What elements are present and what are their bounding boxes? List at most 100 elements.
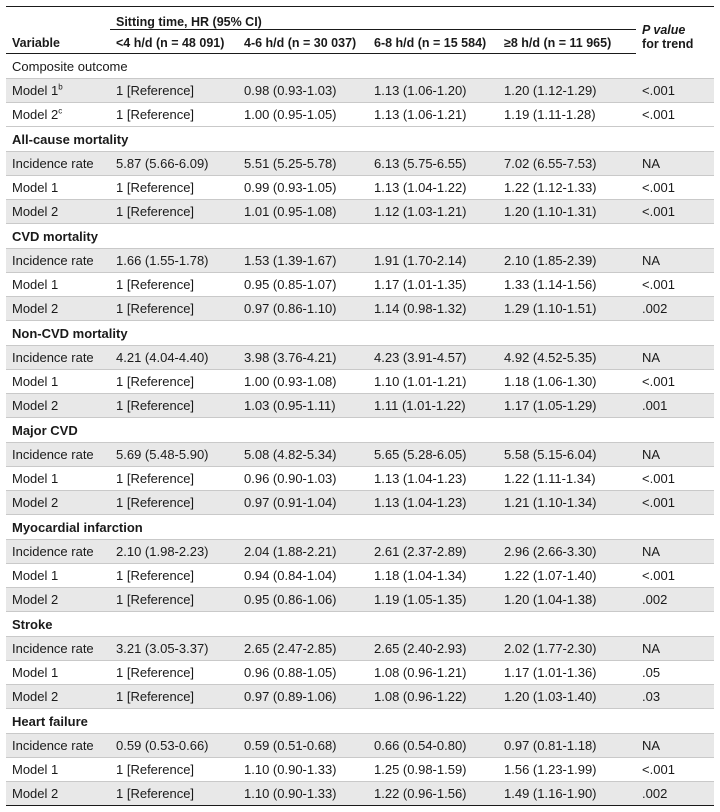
section-header: CVD mortality bbox=[6, 223, 715, 249]
table-row: Model 2 1 [Reference] 1.01 (0.95-1.08) 1.12… bbox=[6, 199, 715, 224]
hr-cell: 1 [Reference] bbox=[110, 684, 238, 709]
hr-cell: 0.99 (0.93-1.05) bbox=[238, 175, 368, 200]
row-label: Incidence rate bbox=[6, 733, 110, 758]
p-value-cell: .05 bbox=[636, 660, 715, 685]
row-label: Incidence rate bbox=[6, 442, 110, 467]
hr-cell: 1 [Reference] bbox=[110, 563, 238, 588]
header-spacer bbox=[6, 6, 110, 30]
row-label-text: Model 2 bbox=[12, 204, 59, 219]
row-label: Model 1 bbox=[6, 660, 110, 685]
hr-cell: 7.02 (6.55-7.53) bbox=[498, 151, 637, 176]
hr-cell: 0.66 (0.54-0.80) bbox=[368, 733, 498, 758]
hr-cell: 1 [Reference] bbox=[110, 102, 238, 127]
row-label: Incidence rate bbox=[6, 345, 110, 370]
p-value-cell: <.001 bbox=[636, 272, 715, 297]
hr-cell: 2.65 (2.47-2.85) bbox=[238, 636, 368, 661]
column-header: ≥8 h/d (n = 11 965) bbox=[498, 29, 637, 54]
hr-cell: 3.21 (3.05-3.37) bbox=[110, 636, 238, 661]
hr-cell: 4.21 (4.04-4.40) bbox=[110, 345, 238, 370]
footnote-marker: b bbox=[58, 82, 63, 92]
row-label: Model 1 bbox=[6, 757, 110, 782]
hr-cell: 1.17 (1.01-1.35) bbox=[368, 272, 498, 297]
row-label-text: Incidence rate bbox=[12, 447, 94, 462]
column-header: <4 h/d (n = 48 091) bbox=[110, 29, 238, 54]
row-label: Model 2 bbox=[6, 490, 110, 515]
row-label-text: Model 1 bbox=[12, 471, 59, 486]
column-group-header: Sitting time, HR (95% CI) bbox=[110, 6, 637, 30]
section-title: Composite outcome bbox=[6, 53, 715, 79]
row-label: Model 1 bbox=[6, 272, 110, 297]
hr-cell: 1.13 (1.04-1.23) bbox=[368, 490, 498, 515]
section-title: CVD mortality bbox=[6, 223, 715, 249]
row-label-text: Incidence rate bbox=[12, 253, 94, 268]
row-label: Model 2 bbox=[6, 684, 110, 709]
row-label-text: Model 2 bbox=[12, 592, 59, 607]
hr-cell: 2.04 (1.88-2.21) bbox=[238, 539, 368, 564]
hr-cell: 1.22 (1.12-1.33) bbox=[498, 175, 637, 200]
p-value-cell: .001 bbox=[636, 393, 715, 418]
hr-cell: 1 [Reference] bbox=[110, 781, 238, 806]
table-row: Model 2 1 [Reference] 0.97 (0.91-1.04) 1.13… bbox=[6, 490, 715, 515]
p-value-cell: <.001 bbox=[636, 563, 715, 588]
row-label-text: Incidence rate bbox=[12, 544, 94, 559]
row-label: Model 1 bbox=[6, 563, 110, 588]
p-value-cell: .03 bbox=[636, 684, 715, 709]
table-row: Incidence rate 5.87 (5.66-6.09) 5.51 (5.25… bbox=[6, 151, 715, 176]
section-header: All-cause mortality bbox=[6, 126, 715, 152]
hr-cell: 2.96 (2.66-3.30) bbox=[498, 539, 637, 564]
hr-cell: 1.20 (1.12-1.29) bbox=[498, 78, 637, 103]
row-label: Model 1 bbox=[6, 466, 110, 491]
hr-cell: 0.94 (0.84-1.04) bbox=[238, 563, 368, 588]
section-title: Major CVD bbox=[6, 417, 715, 443]
hr-cell: 1.17 (1.05-1.29) bbox=[498, 393, 637, 418]
row-label: Model 1 bbox=[6, 175, 110, 200]
hr-cell: 4.92 (4.52-5.35) bbox=[498, 345, 637, 370]
hr-cell: 1.00 (0.93-1.08) bbox=[238, 369, 368, 394]
hr-cell: 1.13 (1.04-1.22) bbox=[368, 175, 498, 200]
hr-cell: 1.21 (1.10-1.34) bbox=[498, 490, 637, 515]
hr-cell: 2.10 (1.98-2.23) bbox=[110, 539, 238, 564]
row-label: Incidence rate bbox=[6, 248, 110, 273]
results-table: Sitting time, HR (95% CI) P value for tr… bbox=[6, 6, 715, 806]
hr-cell: 0.59 (0.53-0.66) bbox=[110, 733, 238, 758]
hr-cell: 1.33 (1.14-1.56) bbox=[498, 272, 637, 297]
p-value-cell: <.001 bbox=[636, 369, 715, 394]
row-label: Model 2 bbox=[6, 587, 110, 612]
row-label: Model 2c bbox=[6, 102, 110, 127]
p-value-cell: <.001 bbox=[636, 78, 715, 103]
hr-cell: 1 [Reference] bbox=[110, 660, 238, 685]
section-title: Myocardial infarction bbox=[6, 514, 715, 540]
section-header: Non-CVD mortality bbox=[6, 320, 715, 346]
p-value-header: P value for trend bbox=[636, 6, 715, 54]
hr-cell: 1.19 (1.11-1.28) bbox=[498, 102, 637, 127]
hr-cell: 5.58 (5.15-6.04) bbox=[498, 442, 637, 467]
hr-cell: 0.96 (0.88-1.05) bbox=[238, 660, 368, 685]
table-row: Incidence rate 3.21 (3.05-3.37) 2.65 (2.47… bbox=[6, 636, 715, 661]
hr-cell: 1.20 (1.04-1.38) bbox=[498, 587, 637, 612]
p-value-header-line2: for trend bbox=[642, 36, 694, 51]
hr-cell: 1.03 (0.95-1.11) bbox=[238, 393, 368, 418]
table-row: Model 1 1 [Reference] 0.95 (0.85-1.07) 1.17… bbox=[6, 272, 715, 297]
row-label-text: Model 1 bbox=[12, 665, 59, 680]
row-label-text: Model 1 bbox=[12, 277, 59, 292]
table-row: Model 1 1 [Reference] 1.00 (0.93-1.08) 1.10… bbox=[6, 369, 715, 394]
hr-cell: 1 [Reference] bbox=[110, 587, 238, 612]
hr-cell: 5.69 (5.48-5.90) bbox=[110, 442, 238, 467]
hr-cell: 1.18 (1.06-1.30) bbox=[498, 369, 637, 394]
hr-cell: 0.96 (0.90-1.03) bbox=[238, 466, 368, 491]
row-label-text: Incidence rate bbox=[12, 350, 94, 365]
hr-cell: 4.23 (3.91-4.57) bbox=[368, 345, 498, 370]
row-label: Model 1b bbox=[6, 78, 110, 103]
hr-cell: 1.22 (1.11-1.34) bbox=[498, 466, 637, 491]
p-value-cell: NA bbox=[636, 248, 715, 273]
hr-cell: 1.13 (1.06-1.21) bbox=[368, 102, 498, 127]
table-row: Model 1 1 [Reference] 0.99 (0.93-1.05) 1.13… bbox=[6, 175, 715, 200]
row-label: Model 2 bbox=[6, 296, 110, 321]
section-title: All-cause mortality bbox=[6, 126, 715, 152]
p-value-cell: NA bbox=[636, 539, 715, 564]
hr-cell: 1.18 (1.04-1.34) bbox=[368, 563, 498, 588]
hr-cell: 0.97 (0.89-1.06) bbox=[238, 684, 368, 709]
footnote-marker: c bbox=[58, 106, 63, 116]
row-label-text: Model 1 bbox=[12, 762, 59, 777]
section-title: Heart failure bbox=[6, 708, 715, 734]
